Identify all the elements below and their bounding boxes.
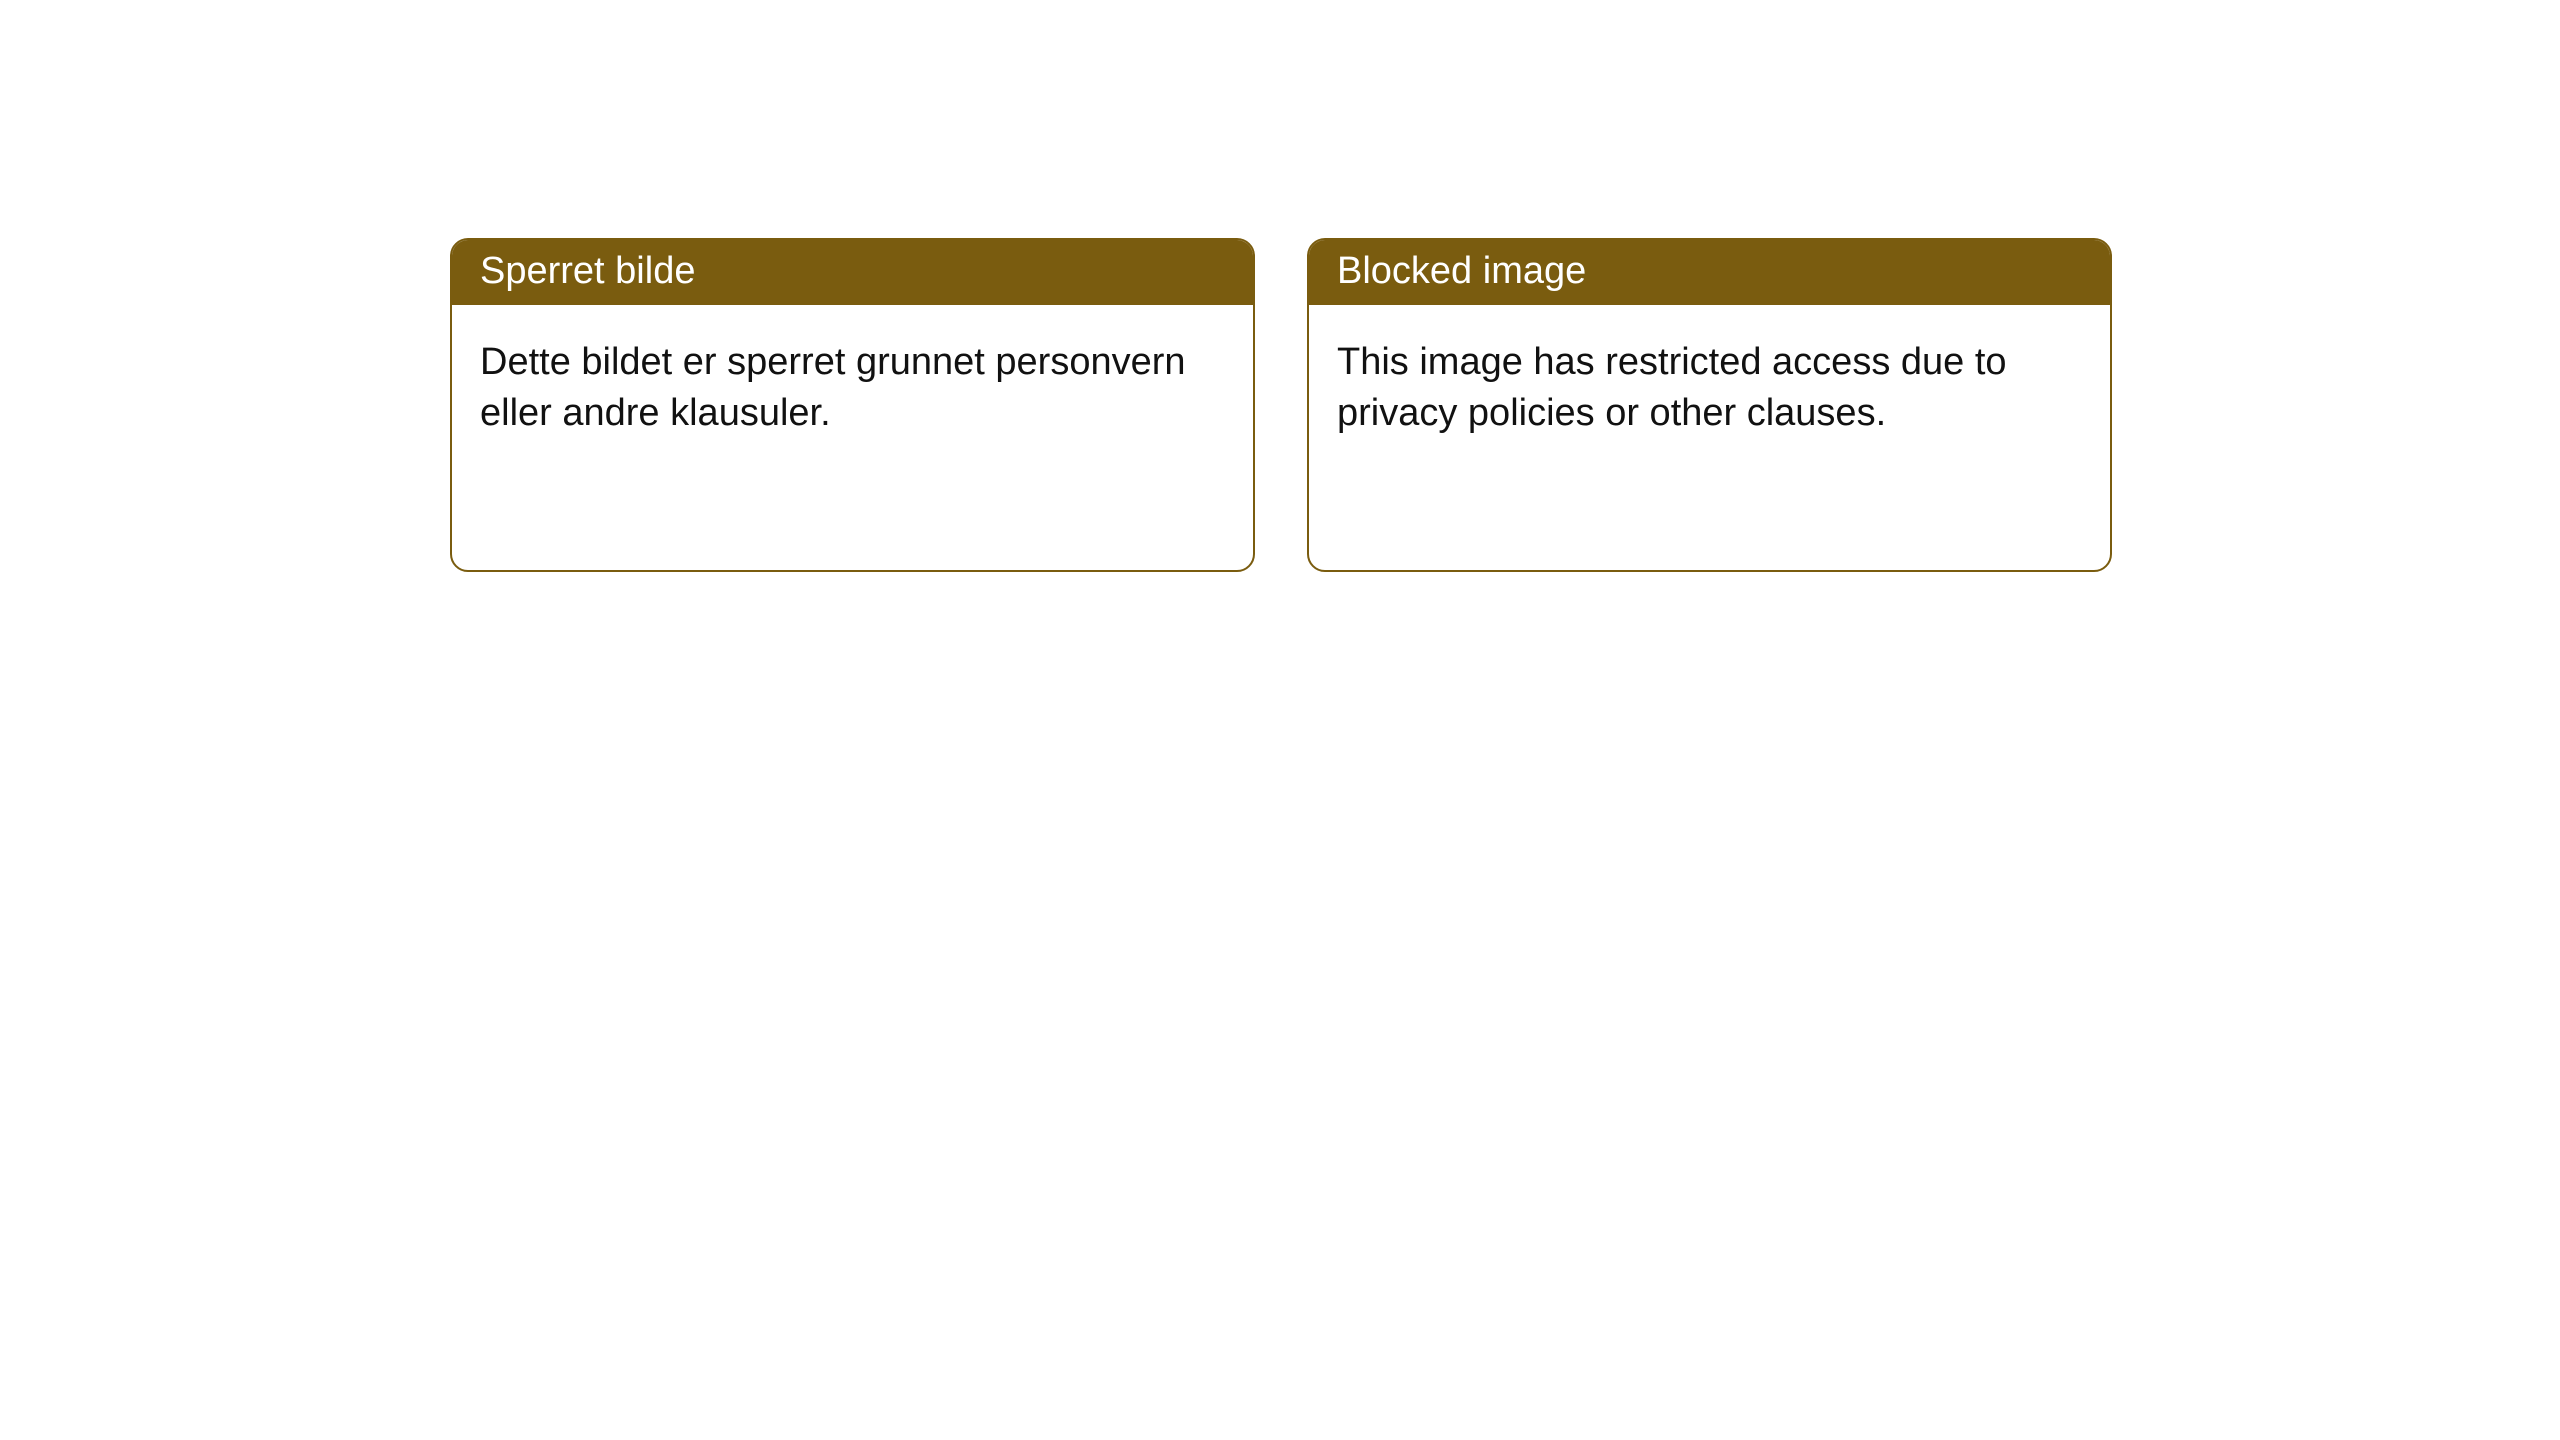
- notice-container: Sperret bilde Dette bildet er sperret gr…: [0, 0, 2560, 572]
- notice-body: This image has restricted access due to …: [1309, 305, 2110, 472]
- notice-header: Sperret bilde: [452, 240, 1253, 305]
- notice-title: Blocked image: [1337, 250, 1586, 292]
- notice-card-english: Blocked image This image has restricted …: [1307, 238, 2112, 572]
- notice-card-norwegian: Sperret bilde Dette bildet er sperret gr…: [450, 238, 1255, 572]
- notice-body: Dette bildet er sperret grunnet personve…: [452, 305, 1253, 472]
- notice-body-text: Dette bildet er sperret grunnet personve…: [480, 341, 1186, 434]
- notice-title: Sperret bilde: [480, 250, 695, 292]
- notice-header: Blocked image: [1309, 240, 2110, 305]
- notice-body-text: This image has restricted access due to …: [1337, 341, 2007, 434]
